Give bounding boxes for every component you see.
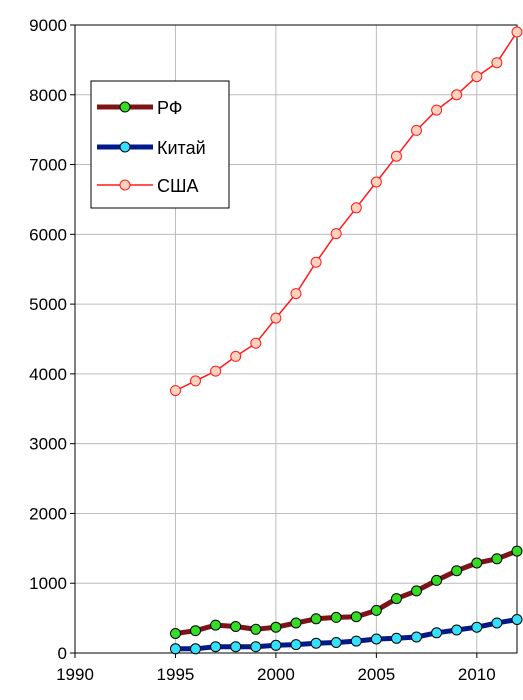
data-point [491,553,503,565]
series-layer [170,26,523,655]
data-point [210,641,222,653]
data-point [170,628,181,639]
data-point [411,124,422,136]
data-point [511,614,523,625]
legend-label: Китай [157,138,206,158]
x-tick-label: 1990 [56,665,94,684]
plot-frame [74,24,518,654]
legend-swatch-marker [119,179,131,191]
data-point [250,337,262,349]
data-point [431,574,443,586]
data-point [511,545,523,557]
data-point [170,643,181,655]
data-point [431,104,443,116]
data-point [310,256,322,268]
data-point [210,365,222,377]
y-tick-label: 0 [58,644,67,663]
data-point [310,613,322,625]
x-tick-label: 2005 [357,665,395,684]
y-axis: 0 1000 2000 3000 4000 5000 6000 7000 8000 9000 [29,16,75,663]
data-point [190,643,201,655]
series-0 [170,545,523,639]
data-point [270,621,282,633]
data-point [330,228,342,240]
y-tick-label: 1000 [29,574,67,593]
legend-box [90,80,230,209]
data-point [370,604,382,616]
data-point [391,150,402,162]
data-point [290,639,302,651]
data-point [210,619,222,631]
series-2 [170,26,523,397]
data-point [330,637,342,648]
x-axis: 1990 1995 2000 2005 2010 [56,653,496,684]
data-point [350,611,362,623]
grid-lines [75,25,517,653]
data-point [290,617,302,629]
data-point [391,593,402,605]
data-point [190,625,201,637]
data-point [431,627,443,639]
data-point [190,375,201,387]
data-point [471,71,483,83]
legend-label: США [157,176,199,196]
x-tick-label: 2000 [257,665,295,684]
y-tick-label: 9000 [29,16,67,35]
data-point [511,26,523,38]
data-point [270,639,282,651]
data-point [270,312,282,324]
legend: РФ Китай США [90,80,230,209]
y-tick-label: 2000 [29,504,67,523]
data-point [491,617,503,629]
data-point [330,611,342,623]
x-tick-label: 2010 [458,665,496,684]
data-point [170,385,181,397]
data-point [230,641,242,653]
y-tick-label: 7000 [29,156,67,175]
y-tick-label: 8000 [29,86,67,105]
data-point [451,624,463,636]
data-point [230,350,242,362]
legend-label: РФ [157,98,183,118]
data-point [451,565,463,577]
y-tick-label: 4000 [29,365,67,384]
data-point [411,631,422,643]
x-tick-label: 1995 [157,665,195,684]
data-point [370,633,382,645]
data-point [471,557,483,569]
data-point [370,176,382,188]
data-point [391,632,402,644]
data-point [350,202,362,214]
data-point [250,641,262,653]
data-point [230,621,242,632]
data-point [491,57,503,69]
data-point [471,621,483,633]
legend-swatch-marker [119,101,131,113]
y-tick-label: 5000 [29,295,67,314]
series-1 [170,614,523,655]
data-point [290,288,302,300]
data-point [451,89,463,101]
data-point [250,623,262,635]
data-point [411,585,422,597]
data-point [310,637,322,649]
y-tick-label: 6000 [29,225,67,244]
series-line [173,548,520,636]
data-point [350,635,362,647]
legend-swatch-marker [119,141,131,153]
y-tick-label: 3000 [29,435,67,454]
